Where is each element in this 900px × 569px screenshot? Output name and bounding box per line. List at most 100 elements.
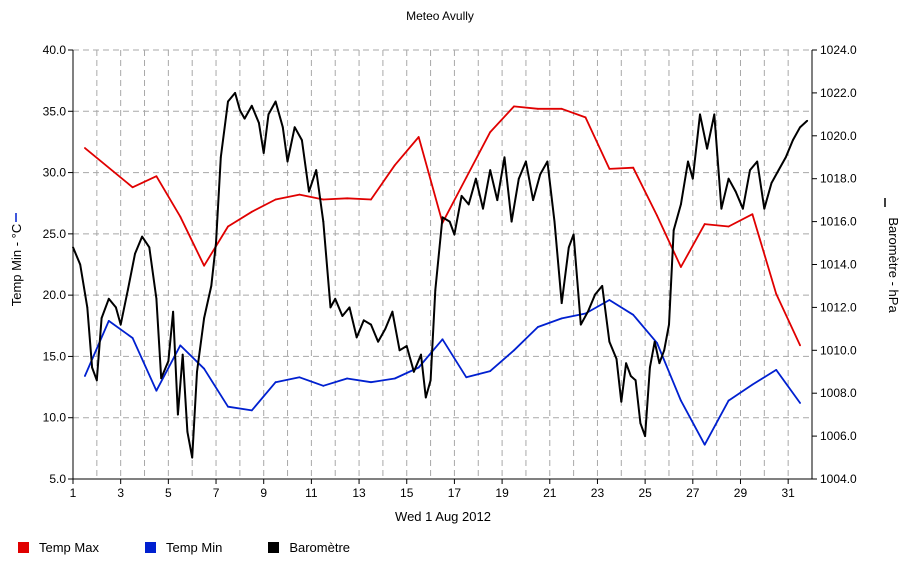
data-point-barom-tre xyxy=(532,199,534,202)
y-left-tick-label: 5.0 xyxy=(49,472,66,486)
data-point-temp-min xyxy=(656,342,658,344)
legend-item-temp-min: Temp Min xyxy=(144,540,222,555)
data-point-barom-tre xyxy=(377,340,380,343)
data-point-barom-tre xyxy=(119,323,122,326)
x-tick-label: 7 xyxy=(213,486,220,500)
data-point-temp-min xyxy=(298,376,301,379)
x-tick-label: 29 xyxy=(734,486,748,500)
data-point-barom-tre xyxy=(691,177,694,180)
data-point-barom-tre xyxy=(663,349,666,352)
data-point-temp-max xyxy=(751,213,754,216)
data-point-barom-tre xyxy=(687,160,689,163)
data-point-barom-tre xyxy=(648,366,651,369)
data-point-barom-tre xyxy=(315,169,318,172)
data-point-temp-max xyxy=(274,198,277,201)
x-tick-label: 27 xyxy=(686,486,700,500)
x-tick-label: 31 xyxy=(781,486,795,500)
data-point-barom-tre xyxy=(300,139,303,141)
y-right-tick-label: 1012.0 xyxy=(820,300,857,314)
y-right-tick-label: 1004.0 xyxy=(820,472,857,486)
grid xyxy=(72,49,813,480)
data-point-temp-min xyxy=(417,366,420,369)
data-point-barom-tre xyxy=(227,100,229,103)
x-tick-label: 15 xyxy=(400,486,414,500)
data-point-temp-max xyxy=(131,186,134,189)
y-right-tick-label: 1010.0 xyxy=(820,343,857,357)
data-point-barom-tre xyxy=(668,323,670,326)
data-point-temp-min xyxy=(632,313,635,316)
x-tick-label: 17 xyxy=(448,486,462,500)
data-point-barom-tre xyxy=(167,360,170,362)
data-point-temp-min xyxy=(465,376,468,379)
y-left-tick-label: 30.0 xyxy=(43,166,67,180)
y-left-tick-label: 40.0 xyxy=(43,43,67,57)
data-point-temp-max xyxy=(250,210,253,213)
data-point-barom-tre xyxy=(706,147,709,150)
y-right-tick-label: 1014.0 xyxy=(820,258,857,272)
data-point-barom-tre xyxy=(215,242,217,244)
data-point-barom-tre xyxy=(91,366,93,369)
legend-label-temp-max: Temp Max xyxy=(39,540,99,555)
data-point-temp-max xyxy=(489,131,492,134)
data-point-temp-max xyxy=(227,225,229,228)
data-point-temp-max xyxy=(370,198,372,201)
data-point-temp-min xyxy=(346,377,349,380)
data-point-temp-max xyxy=(84,147,86,149)
data-point-barom-tre xyxy=(334,297,337,300)
data-point-barom-tre xyxy=(210,285,213,287)
data-point-temp-max xyxy=(608,167,611,170)
y-left-tick-label: 15.0 xyxy=(43,349,67,363)
data-point-barom-tre xyxy=(496,199,499,202)
data-point-barom-tre xyxy=(79,263,82,266)
legend-swatch-temp-max xyxy=(18,542,29,553)
data-point-temp-min xyxy=(441,338,444,341)
data-point-temp-max xyxy=(775,293,778,295)
x-tick-label: 1 xyxy=(70,486,77,500)
data-point-barom-tre xyxy=(567,246,570,249)
data-point-barom-tre xyxy=(441,216,444,219)
data-point-barom-tre xyxy=(100,317,103,320)
legend: Temp Max Temp Min Baromètre xyxy=(18,540,396,555)
data-point-barom-tre xyxy=(181,353,184,356)
data-point-temp-max xyxy=(465,176,468,179)
data-point-barom-tre xyxy=(482,207,484,210)
data-point-temp-max xyxy=(584,116,587,119)
data-point-barom-tre xyxy=(72,246,74,249)
data-point-temp-min xyxy=(679,399,682,402)
data-point-temp-min xyxy=(203,367,206,370)
data-point-barom-tre xyxy=(322,220,325,223)
data-point-barom-tre xyxy=(763,207,766,210)
y-right-tick-label: 1016.0 xyxy=(820,215,857,229)
series-temp-max xyxy=(84,105,801,347)
data-point-barom-tre xyxy=(644,435,647,437)
x-tick-label: 9 xyxy=(260,486,267,500)
data-point-barom-tre xyxy=(238,109,241,111)
data-point-temp-min xyxy=(370,381,372,384)
data-point-barom-tre xyxy=(186,430,189,433)
data-point-barom-tre xyxy=(489,169,492,172)
data-point-barom-tre xyxy=(770,182,773,184)
data-point-temp-min xyxy=(489,370,492,373)
data-point-temp-max xyxy=(346,197,349,200)
series-temp-min xyxy=(84,299,801,446)
data-point-barom-tre xyxy=(293,126,296,129)
data-point-barom-tre xyxy=(362,319,365,322)
series-line-temp-max xyxy=(84,105,801,346)
data-point-temp-max xyxy=(560,107,563,110)
data-point-barom-tre xyxy=(262,152,265,154)
data-point-temp-min xyxy=(608,299,611,301)
series-barom-tre xyxy=(72,91,809,459)
x-tick-label: 19 xyxy=(495,486,509,500)
data-point-barom-tre xyxy=(658,362,661,365)
data-point-temp-max xyxy=(417,136,420,138)
data-point-temp-max xyxy=(536,107,539,110)
legend-label-barometre: Baromètre xyxy=(289,540,351,555)
data-point-barom-tre xyxy=(234,92,237,94)
data-point-temp-max xyxy=(703,223,706,225)
data-point-temp-max xyxy=(679,266,682,268)
data-point-temp-max xyxy=(203,264,206,267)
data-point-temp-min xyxy=(84,375,86,377)
data-point-barom-tre xyxy=(679,203,682,206)
tick-labels: 1 3 5 7 9 11 13 15 17 19 21 23 25 27 29 315.010.015.020… xyxy=(43,43,857,500)
data-point-temp-min xyxy=(727,399,730,402)
